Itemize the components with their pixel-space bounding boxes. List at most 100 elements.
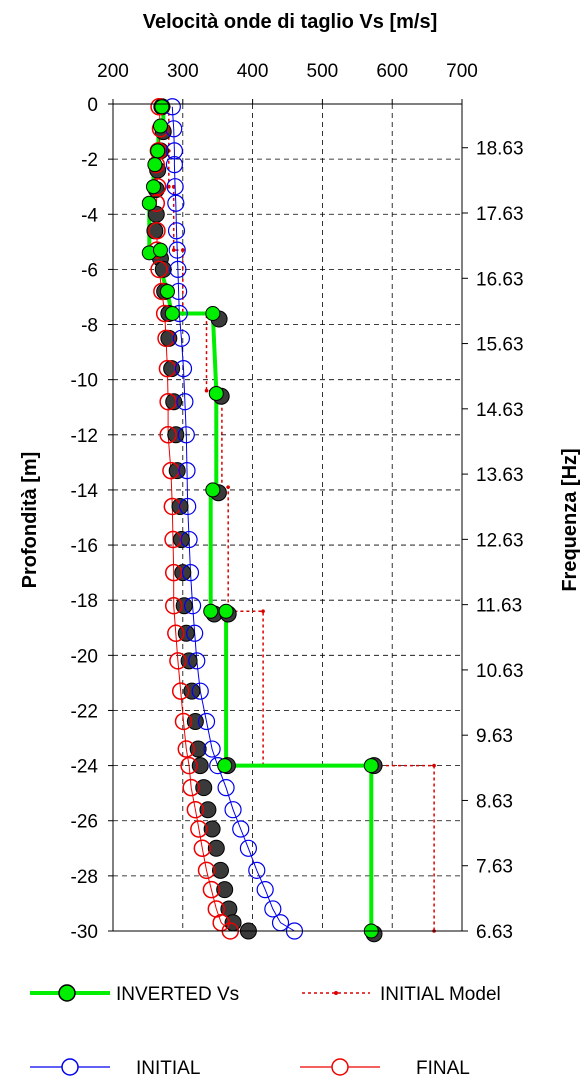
initial-point [232,820,250,838]
y2-tick-label: 15.63 [476,335,524,356]
initial-point [191,682,209,700]
initial-point [256,881,274,899]
y-tick-label: -30 [71,922,98,943]
y-tick-labels: 0 -2 -4 -6 -8 -10 -12 -14 -16 -18 -20 -22 -24 -26 -28 -… [71,95,113,943]
y2-tick-label: 6.63 [476,922,513,943]
final-point [148,222,166,240]
legend-initial-marker [61,1058,79,1076]
initial-point [188,652,206,670]
inverted-vs-point [147,157,163,173]
y-tick-label: -2 [81,150,98,171]
final-point [197,861,216,880]
final-point [174,712,193,731]
inverted-vs-point [159,283,175,299]
series-layer [141,98,436,943]
legend-inverted-label: INVERTED Vs [116,984,239,1005]
initial-point [239,839,258,857]
final-point [186,800,205,819]
final-point [164,563,183,582]
dark-marker [199,801,217,819]
inverted-vs-point [363,758,379,774]
legend-initial-label: INITIAL [136,1058,200,1079]
legend-final-label: FINAL [416,1058,470,1079]
legend-inverted-marker [58,984,76,1002]
initial-point [167,194,185,212]
y-tick-label: -8 [81,316,98,337]
y-tick-label: -10 [71,371,98,392]
plot-frame [112,103,463,932]
initial-point [203,740,221,758]
y-tick-label: -28 [71,867,98,888]
x-tick-labels: 200 300 400 500 600 700 [97,61,478,104]
y-tick-label: -18 [71,591,98,612]
initial-model-point [432,763,436,768]
initial-model-line [168,106,435,931]
initial-point [168,241,186,259]
final-point [169,652,187,670]
y-tick-label: -6 [81,260,98,281]
y2-tick-label: 8.63 [476,791,513,812]
x-tick-label: 500 [307,61,339,82]
y-tick-label: -20 [71,646,98,667]
final-line [155,106,231,932]
initial-point [165,142,184,160]
x-tick-label: 200 [97,61,129,82]
initial-point [174,360,193,378]
final-point [180,756,198,775]
dark-marker [189,740,207,758]
y-tick-label: 0 [87,95,98,116]
dark-marker [216,881,234,899]
inverted-vs-point [205,306,221,322]
final-point [159,392,177,411]
initial-point [224,801,242,819]
final-point [150,260,168,279]
inverted-vs-point [150,143,166,159]
initial-point [169,260,187,278]
final-point [163,497,182,516]
inverted-vs-point [218,603,234,619]
y-tick-label: -14 [71,481,99,502]
final-point [167,624,185,643]
dark-marker [207,839,225,857]
x-tick-label: 300 [167,61,199,82]
inverted-vs-point [164,306,180,322]
final-point [164,596,183,615]
dark-marker [203,820,221,838]
y-tick-label: -24 [71,757,99,778]
x-tick-label: 700 [446,61,478,82]
initial-point [217,779,235,797]
dark-marker [163,360,181,378]
inverted-vs-point [141,195,157,211]
inverted-vs-point [205,482,221,498]
inverted-vs-point [203,603,219,619]
initial-point [167,222,186,240]
initial-point [248,861,266,879]
final-point [157,329,175,348]
initial-point [264,900,282,918]
initial-point [181,564,200,582]
initial-point [186,624,204,642]
final-point [177,740,196,758]
final-point [171,682,190,700]
initial-model-point [226,485,230,489]
initial-point [183,597,202,615]
dark-marker [211,861,229,879]
inverted-vs-point [152,242,168,258]
initial-model-point [204,388,209,393]
y2-tick-labels: 18.63 17.63 16.63 15.63 14.63 13.63 12.63 11.63… [462,139,524,943]
y2-tick-label: 11.63 [476,596,522,617]
y2-tick-label: 7.63 [476,857,513,878]
inverted-vs-point [208,385,224,401]
inverted-vs-point [145,179,161,195]
initial-model-point [261,609,265,614]
legend-final-marker [331,1058,349,1076]
initial-model-point [171,248,176,252]
initial-model-point [167,184,171,189]
final-point [190,820,208,838]
y-tick-label: -16 [71,536,98,557]
initial-point [197,712,216,731]
final-point [182,778,200,797]
dark-marker [195,779,213,797]
y2-tick-label: 16.63 [476,269,524,290]
legend-initial-model-marker [334,991,338,995]
